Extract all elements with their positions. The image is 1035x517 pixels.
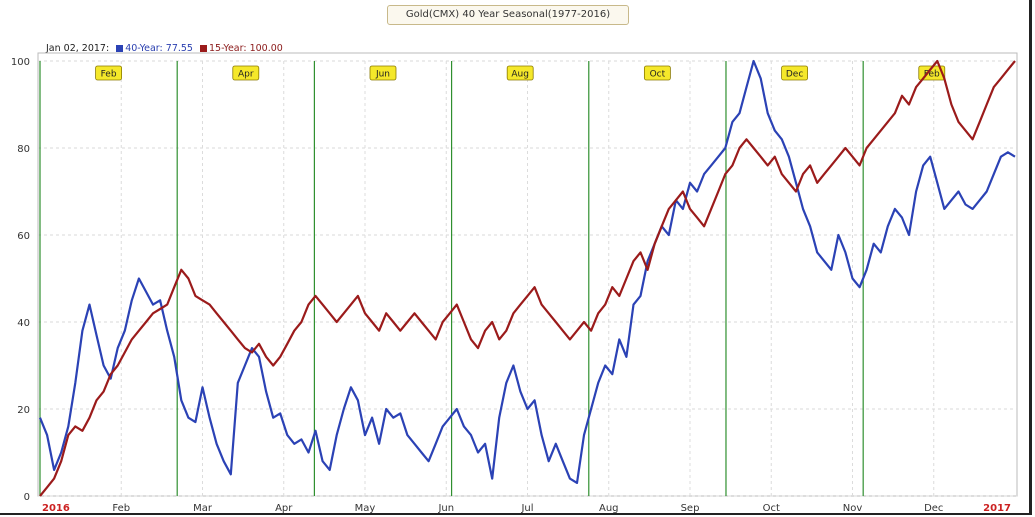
- series-line-40-year: [38, 59, 1016, 484]
- month-flag: [369, 65, 397, 81]
- x-tick-label: Jul: [520, 503, 533, 514]
- y-tick-label: 0: [24, 492, 30, 503]
- y-tick-label: 100: [11, 57, 30, 68]
- month-flag: [643, 65, 671, 81]
- month-flag: [781, 65, 808, 81]
- chart-title: Gold(CMX) 40 Year Seasonal(1977-2016): [387, 5, 629, 25]
- x-tick-label: Mar: [193, 503, 213, 514]
- y-tick-label: 80: [17, 144, 30, 155]
- legend-date: Jan 02, 2017:: [46, 43, 110, 54]
- x-tick-label: Dec: [924, 503, 943, 514]
- x-tick-label: Feb: [112, 503, 130, 514]
- legend-label-15-year: 15-Year: [209, 43, 244, 54]
- month-flag-label: Jun: [375, 70, 390, 80]
- month-flag-label: Feb: [924, 70, 940, 80]
- x-tick-label: Nov: [843, 503, 863, 514]
- y-tick-label: 60: [17, 231, 30, 242]
- legend-swatch-15-year: [200, 45, 208, 52]
- series-line-15-year: [39, 59, 1016, 497]
- x-tick-label: 2016: [42, 503, 70, 514]
- month-flag-label: Oct: [650, 70, 666, 80]
- x-tick-label: May: [355, 503, 376, 514]
- x-tick-label: Aug: [599, 503, 619, 514]
- month-flag: [95, 65, 122, 81]
- y-tick-label: 20: [17, 405, 30, 416]
- month-flag-label: Apr: [238, 70, 254, 80]
- month-flag: [506, 65, 534, 81]
- y-tick-label: 40: [17, 318, 30, 329]
- x-tick-label: Jun: [437, 503, 454, 514]
- month-flag: [232, 65, 260, 81]
- month-flag-label: Feb: [101, 70, 117, 80]
- x-tick-label: Apr: [275, 503, 293, 514]
- month-flag-label: Aug: [511, 70, 529, 80]
- legend-value-40-year: 77.55: [165, 43, 193, 54]
- legend-label-40-year: 40-Year: [125, 43, 160, 54]
- month-flag-label: Dec: [786, 70, 803, 80]
- x-tick-label: Sep: [681, 503, 700, 514]
- x-tick-label: 2017: [983, 503, 1011, 514]
- legend-swatch-40-year: [116, 45, 124, 52]
- legend-value-15-year: 100.00: [249, 43, 283, 54]
- x-tick-label: Oct: [763, 503, 780, 514]
